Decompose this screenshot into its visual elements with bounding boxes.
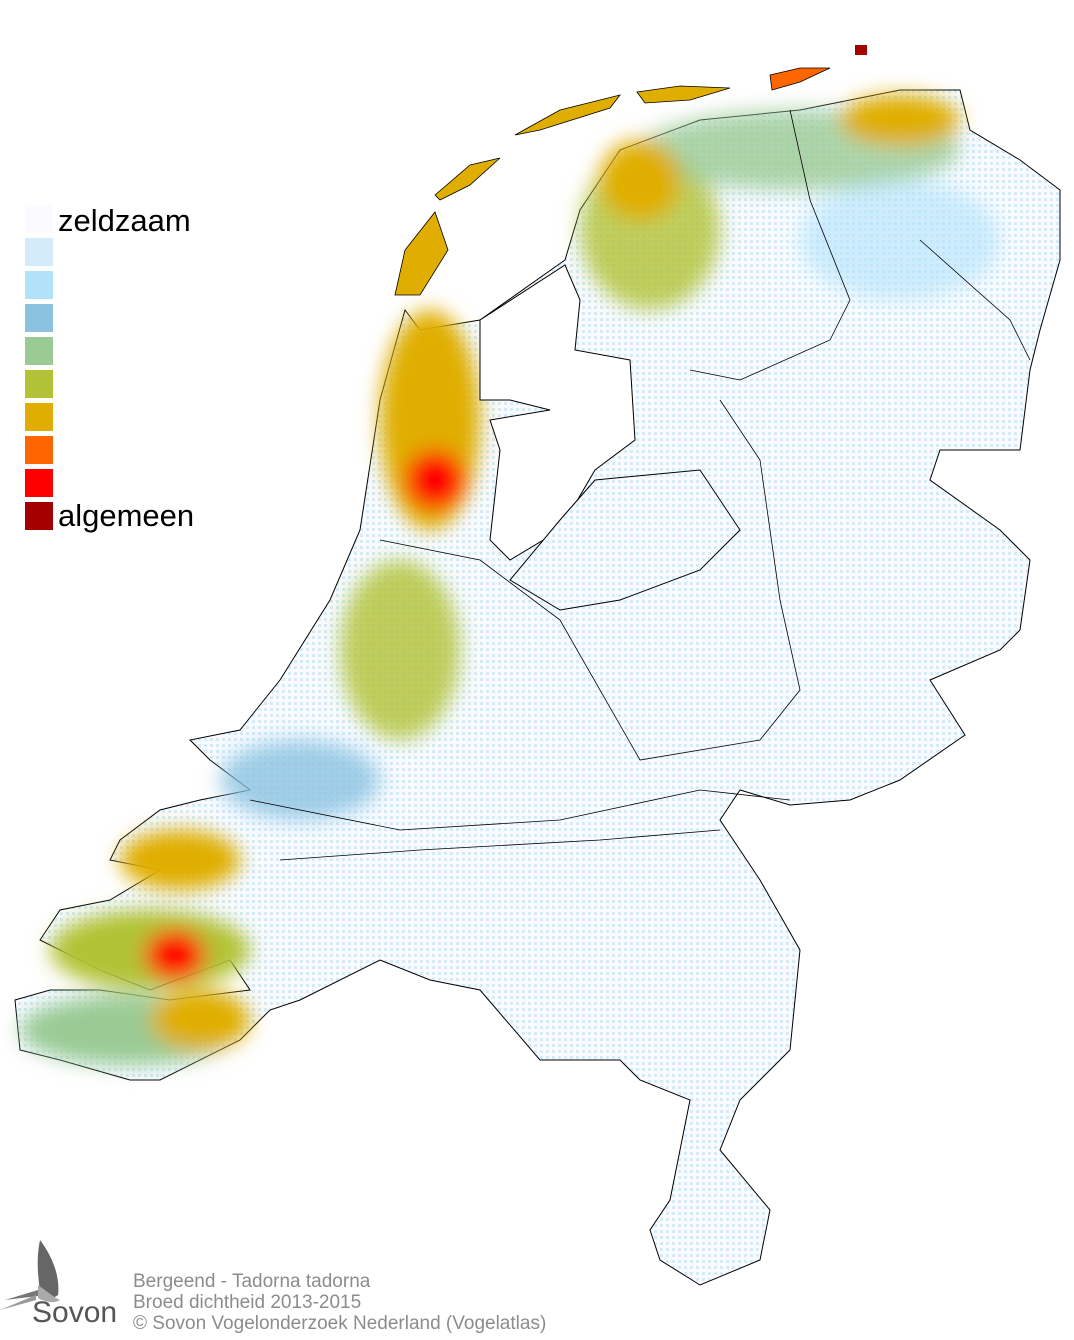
swallow-icon [0, 1240, 60, 1310]
copyright: © Sovon Vogelonderzoek Nederland (Vogela… [133, 1313, 547, 1334]
legend-high-label: algemeen [58, 498, 195, 533]
legend-swatch-1 [25, 205, 53, 233]
legend-swatch-9 [25, 469, 53, 497]
legend-swatch-2 [25, 238, 53, 266]
map-subtitle: Broed dichtheid 2013-2015 [133, 1292, 362, 1313]
legend-swatch-10 [25, 502, 53, 530]
legend-swatch-5 [25, 337, 53, 365]
density-hotspots [20, 95, 1000, 1065]
legend-swatch-7 [25, 403, 53, 431]
borders [249, 109, 1031, 861]
sovon-logo-text: Sovon [32, 1296, 118, 1329]
legend-swatch-8 [25, 436, 53, 464]
legend-swatch-6 [25, 370, 53, 398]
legend-swatch-3 [25, 271, 53, 299]
legend-low-label: zeldzaam [58, 203, 191, 238]
map-caption: Bergeend - Tadorna tadorna Broed dichthe… [133, 1271, 546, 1334]
ijsselmeer [479, 264, 741, 611]
wadden-islands [394, 45, 867, 296]
legend-swatch-4 [25, 304, 53, 332]
species-name: Bergeend - Tadorna tadorna [133, 1271, 371, 1292]
